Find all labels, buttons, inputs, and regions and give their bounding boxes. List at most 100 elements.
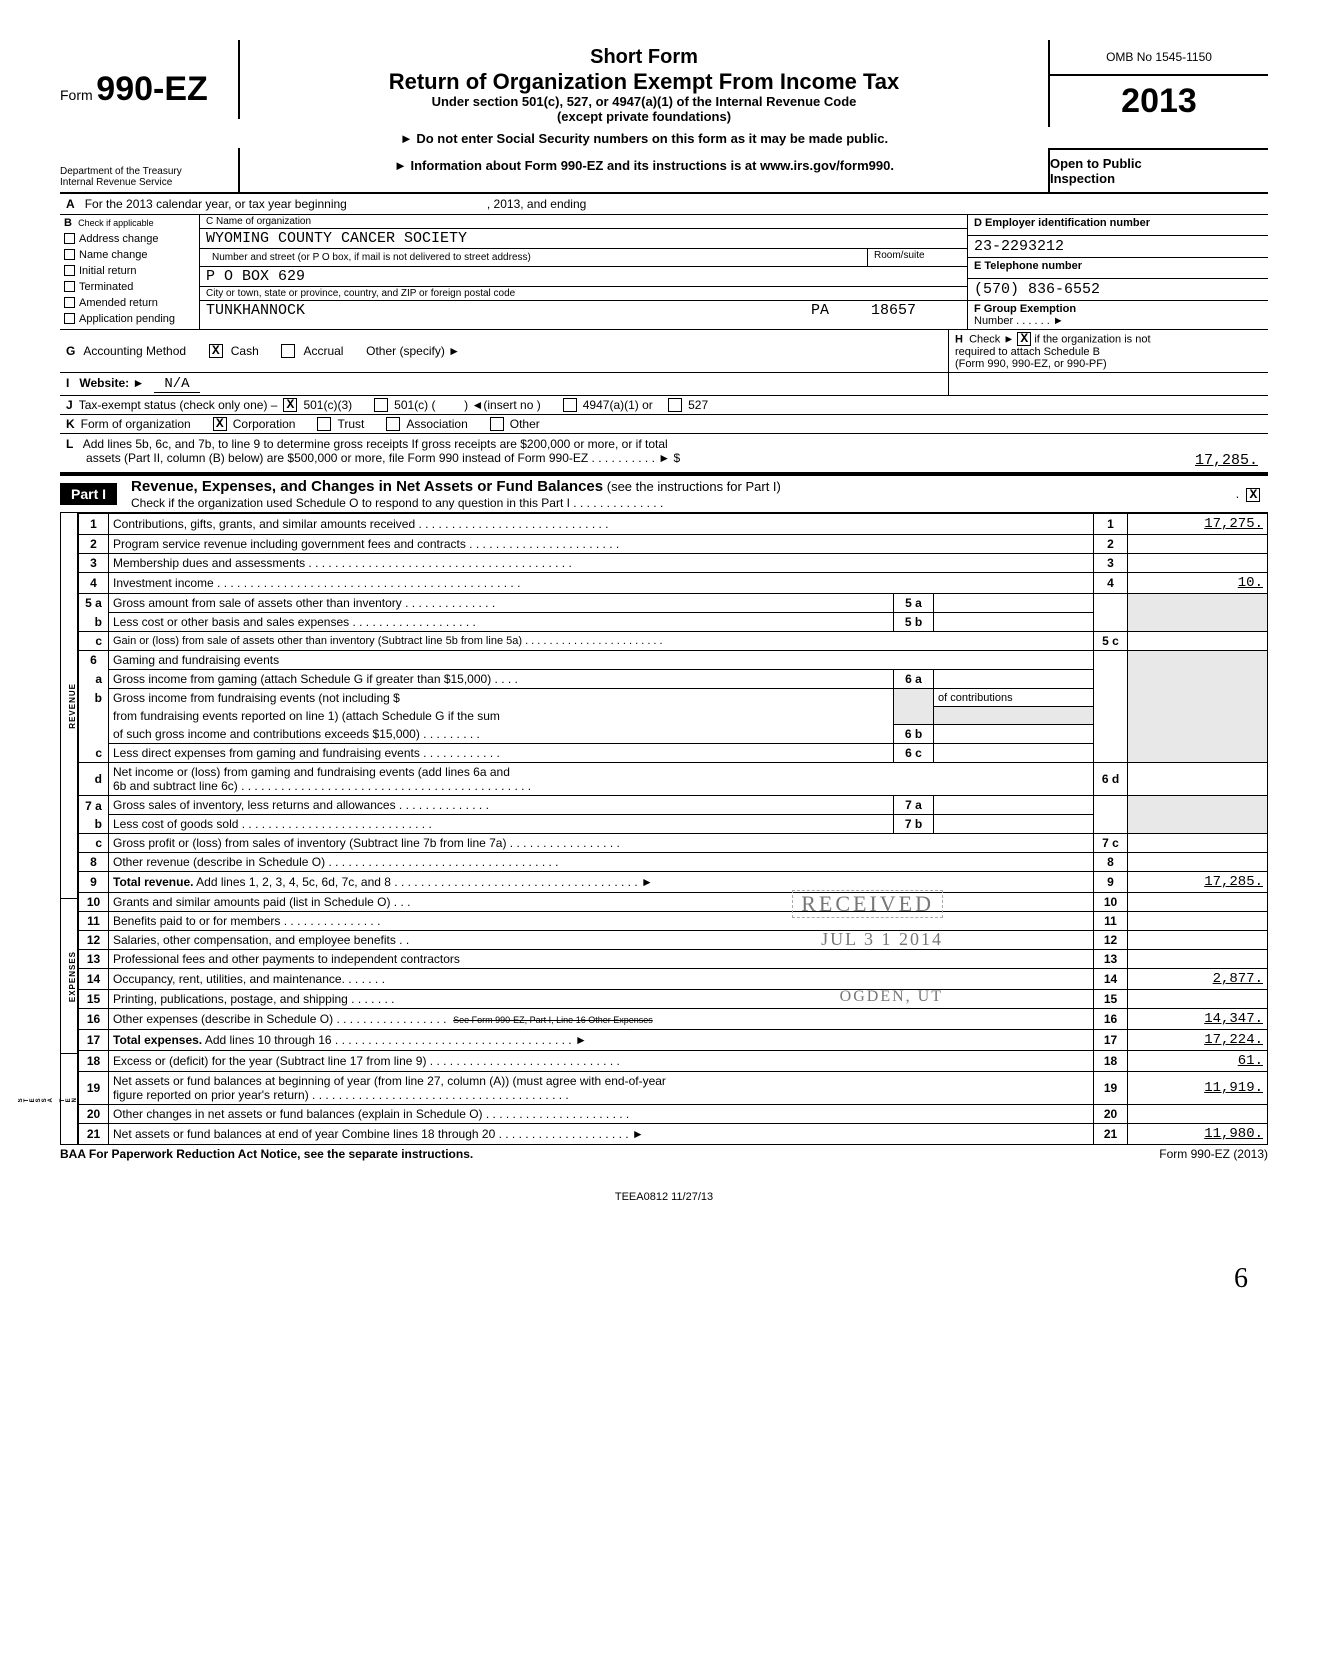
line-13: 13Professional fees and other payments t… xyxy=(79,950,1268,969)
org-name: WYOMING COUNTY CANCER SOCIETY xyxy=(200,229,967,249)
city-label: City or town, state or province, country… xyxy=(200,287,967,301)
row-i: I Website: ► N/A xyxy=(60,373,1268,396)
label-l: L xyxy=(66,437,73,451)
row-j: J Tax-exempt status (check only one) – X… xyxy=(60,396,1268,415)
cb-501c[interactable] xyxy=(374,398,388,412)
line-a-text: For the 2013 calendar year, or tax year … xyxy=(85,197,347,211)
cb-amended[interactable]: Amended return xyxy=(60,295,199,311)
l-amount: 17,285. xyxy=(1195,452,1258,469)
checkbox-icon[interactable] xyxy=(64,249,75,260)
address: P O BOX 629 xyxy=(200,267,967,287)
lines-table: 1Contributions, gifts, grants, and simil… xyxy=(78,513,1268,1146)
row-k: K Form of organization XCorporation Trus… xyxy=(60,415,1268,434)
label-g: G xyxy=(66,344,75,358)
cb-cash[interactable]: X xyxy=(209,344,223,358)
label-k: K xyxy=(66,417,75,431)
line-5b: bLess cost or other basis and sales expe… xyxy=(79,612,1268,631)
row-g-h: G Accounting Method XCash Accrual Other … xyxy=(60,330,1268,373)
line-12: 12Salaries, other compensation, and empl… xyxy=(79,931,1268,950)
website-value: N/A xyxy=(154,376,199,393)
line-5a: 5 aGross amount from sale of assets othe… xyxy=(79,593,1268,612)
date-stamp: JUL 3 1 2014 xyxy=(821,929,943,950)
d-label: D Employer identification number xyxy=(968,215,1268,236)
cb-initial-return[interactable]: Initial return xyxy=(60,263,199,279)
line-18: 18Excess or (deficit) for the year (Subt… xyxy=(79,1051,1268,1072)
cb-4947[interactable] xyxy=(563,398,577,412)
line-3: 3Membership dues and assessments . . . .… xyxy=(79,553,1268,572)
line-2: 2Program service revenue including gover… xyxy=(79,534,1268,553)
page-mark: 6 xyxy=(60,1203,1268,1295)
part-i-note: (see the instructions for Part I) xyxy=(607,479,781,494)
accounting-method-label: Accounting Method xyxy=(83,344,186,358)
cb-terminated[interactable]: Terminated xyxy=(60,279,199,295)
line-6b-2: from fundraising events reported on line… xyxy=(79,707,1268,725)
form-number: 990-EZ xyxy=(96,70,208,108)
cb-app-pending[interactable]: Application pending xyxy=(60,311,199,327)
cb-address-change[interactable]: Address change xyxy=(60,231,199,247)
cb-corporation[interactable]: X xyxy=(213,417,227,431)
website-label: Website: ► xyxy=(79,376,144,390)
c-name-label: C Name of organization xyxy=(200,215,967,229)
side-expenses: EXPENSES xyxy=(61,951,77,1002)
side-labels: REVENUE EXPENSES NET ASSETS xyxy=(60,513,78,1146)
cb-name-change[interactable]: Name change xyxy=(60,247,199,263)
line-9: 9Total revenue. Total revenue. Add lines… xyxy=(79,872,1268,893)
open-public: Open to Public Inspection xyxy=(1048,148,1268,192)
checkbox-icon[interactable] xyxy=(64,313,75,324)
dept-treasury: Department of the Treasury Internal Reve… xyxy=(60,148,240,192)
line-20: 20Other changes in net assets or fund ba… xyxy=(79,1105,1268,1124)
side-revenue: REVENUE xyxy=(61,683,77,729)
part-i-label: Part I xyxy=(60,483,117,505)
cb-501c3[interactable]: X xyxy=(283,398,297,412)
col-b: B Check if applicable Address change Nam… xyxy=(60,215,200,329)
form-footer: Form 990-EZ (2013) xyxy=(1159,1147,1268,1161)
form-of-org-label: Form of organization xyxy=(81,417,191,431)
part-i-title: Revenue, Expenses, and Changes in Net As… xyxy=(123,478,603,495)
city: TUNKHANNOCK xyxy=(206,302,811,319)
checkbox-icon[interactable] xyxy=(64,281,75,292)
cb-other-org[interactable] xyxy=(490,417,504,431)
phone: (570) 836-6552 xyxy=(968,279,1268,301)
teea-code: TEEA0812 11/27/13 xyxy=(60,1161,1268,1203)
cb-association[interactable] xyxy=(386,417,400,431)
form-prefix: Form xyxy=(60,87,93,103)
label-j: J xyxy=(66,398,73,412)
l-text1: Add lines 5b, 6c, and 7b, to line 9 to d… xyxy=(83,437,668,451)
side-netassets: NET ASSETS xyxy=(60,1097,78,1102)
footer-row: BAA For Paperwork Reduction Act Notice, … xyxy=(60,1145,1268,1161)
other-specify: Other (specify) ► xyxy=(366,344,460,358)
dept-line2: Internal Revenue Service xyxy=(60,177,238,188)
line-10: 10Grants and similar amounts paid (list … xyxy=(79,893,1268,912)
addr-label: Number and street (or P O box, if mail i… xyxy=(206,251,861,264)
col-b-hdr: B Check if applicable xyxy=(60,215,199,231)
part-i-check-note: Check if the organization used Schedule … xyxy=(123,496,663,510)
line-17: 17Total expenses. Add lines 10 through 1… xyxy=(79,1030,1268,1051)
line-7b: bLess cost of goods sold . . . . . . . .… xyxy=(79,815,1268,834)
part-i-header: Part I Revenue, Expenses, and Changes in… xyxy=(60,474,1268,513)
cb-trust[interactable] xyxy=(317,417,331,431)
checkbox-icon[interactable] xyxy=(64,233,75,244)
cb-schedule-b[interactable]: X xyxy=(1017,332,1031,346)
checkbox-icon[interactable] xyxy=(64,297,75,308)
city-state-zip: TUNKHANNOCK PA 18657 xyxy=(200,301,967,320)
line-a-mid: , 2013, and ending xyxy=(487,197,586,211)
line-6a: aGross income from gaming (attach Schedu… xyxy=(79,669,1268,688)
line-15: 15Printing, publications, postage, and s… xyxy=(79,990,1268,1009)
cb-accrual[interactable] xyxy=(281,344,295,358)
line-16-stamp: See Form 990-EZ, Part I, Line 16 Other E… xyxy=(453,1015,653,1025)
tax-year: 2013 xyxy=(1050,76,1268,127)
cb-527[interactable] xyxy=(668,398,682,412)
line-11: 11Benefits paid to or for members . . . … xyxy=(79,912,1268,931)
open-public-1: Open to Public xyxy=(1050,156,1268,171)
form-label-block: Form 990-EZ xyxy=(60,40,240,119)
omb-block: OMB No 1545-1150 2013 xyxy=(1048,40,1268,127)
l-amount-cell: 17,285. xyxy=(1128,434,1268,472)
cb-schedule-o[interactable]: X xyxy=(1246,488,1260,502)
received-stamp: RECEIVED xyxy=(792,890,943,918)
note-ssn: ► Do not enter Social Security numbers o… xyxy=(260,131,1028,146)
line-6: 6Gaming and fundraising events xyxy=(79,650,1268,669)
line-6d: dNet income or (loss) from gaming and fu… xyxy=(79,763,1268,796)
zip: 18657 xyxy=(871,302,961,319)
f-label: F Group Exemption Number . . . . . . ► xyxy=(968,301,1268,329)
checkbox-icon[interactable] xyxy=(64,265,75,276)
